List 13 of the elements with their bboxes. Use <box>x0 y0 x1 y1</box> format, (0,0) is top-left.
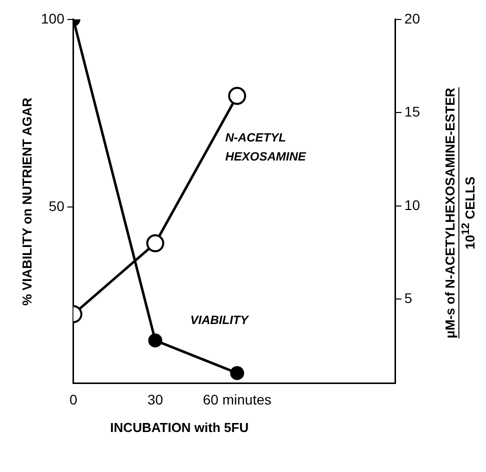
series-label: N-ACETYL HEXOSAMINE <box>225 130 307 164</box>
y-tick-label: 50 <box>48 198 65 214</box>
y2-tick-label: 15 <box>404 104 420 120</box>
x-tick-label: 30 <box>147 391 164 408</box>
x-tick-label: 60 minutes <box>202 391 272 408</box>
y2-tick-label: 5 <box>404 290 412 306</box>
y-axis-title: % VIABILITY on NUTRIENT AGAR <box>20 97 35 306</box>
x-axis-title: INCUBATION with 5FU <box>110 420 249 435</box>
text: VIABILITY <box>190 312 250 327</box>
y-tick-label: 100 <box>41 10 65 26</box>
y2-tick-label: 10 <box>404 196 420 213</box>
x-tick-label: 0 <box>69 391 78 408</box>
y2-tick-label: 20 <box>404 10 420 26</box>
